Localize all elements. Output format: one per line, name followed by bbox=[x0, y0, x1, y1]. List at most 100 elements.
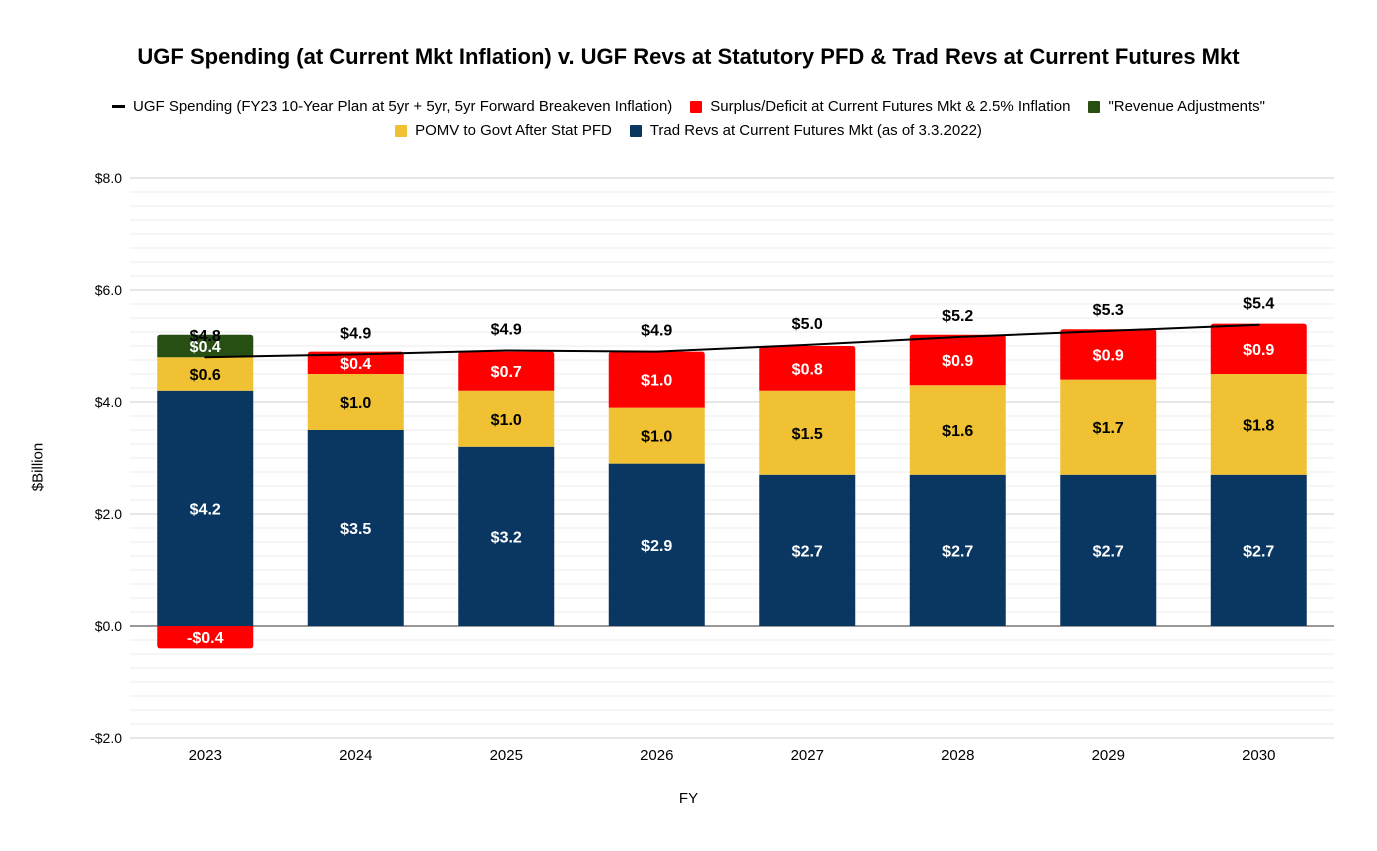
x-tick-label: 2030 bbox=[1242, 747, 1275, 764]
data-label-pomv: $0.6 bbox=[190, 367, 221, 384]
bar-surplus-deficit bbox=[759, 346, 856, 391]
y-tick-label: $8.0 bbox=[95, 170, 122, 186]
legend-row-2: POMV to Govt After Stat PFD Trad Revs at… bbox=[0, 122, 1377, 139]
legend-swatch-line bbox=[111, 105, 125, 108]
bar-pomv bbox=[307, 374, 404, 430]
ugf-spending-point bbox=[956, 336, 959, 339]
data-label-pomv: $1.6 bbox=[942, 423, 973, 440]
legend-swatch-yellow bbox=[395, 124, 408, 137]
ugf-spending-point bbox=[1107, 329, 1110, 332]
data-label-trad-revs: $2.7 bbox=[792, 543, 823, 560]
legend-label: Surplus/Deficit at Current Futures Mkt &… bbox=[710, 98, 1071, 115]
data-label-trad-revs: $3.2 bbox=[491, 529, 522, 546]
data-label-surplus-deficit: $0.9 bbox=[942, 353, 973, 370]
legend-item-pomv: POMV to Govt After Stat PFD bbox=[395, 122, 612, 139]
bar-pomv bbox=[608, 407, 705, 464]
data-label-trad-revs: $2.9 bbox=[641, 538, 672, 555]
data-label-ugf-spending: $4.9 bbox=[340, 325, 371, 342]
y-tick-label: $4.0 bbox=[95, 394, 122, 410]
x-tick-label: 2026 bbox=[640, 747, 673, 764]
legend-item-ugf-spending: UGF Spending (FY23 10-Year Plan at 5yr +… bbox=[111, 98, 673, 115]
y-tick-label: $0.0 bbox=[95, 618, 122, 634]
bar-surplus-deficit bbox=[608, 351, 705, 408]
bar-trad-revs bbox=[1210, 474, 1307, 626]
data-label-surplus-deficit: $1.0 bbox=[641, 373, 672, 390]
y-tick-label: -$2.0 bbox=[90, 730, 122, 746]
x-tick-label: 2025 bbox=[490, 747, 523, 764]
bar-pomv bbox=[1060, 379, 1157, 475]
data-label-trad-revs: $4.2 bbox=[190, 501, 221, 518]
legend-item-trad-revs: Trad Revs at Current Futures Mkt (as of … bbox=[629, 122, 982, 139]
legend-item-revenue-adjustments: "Revenue Adjustments" bbox=[1088, 98, 1265, 115]
bar-trad-revs bbox=[458, 446, 555, 626]
data-label-surplus-deficit: $0.8 bbox=[792, 361, 823, 378]
ugf-spending-line bbox=[205, 323, 1259, 359]
ugf-spending-point bbox=[655, 350, 658, 353]
legend-label: "Revenue Adjustments" bbox=[1108, 98, 1266, 115]
data-label-pomv: $1.0 bbox=[340, 395, 371, 412]
bar-pomv bbox=[909, 385, 1006, 475]
data-label-revenue-adjustments: $0.4 bbox=[190, 339, 221, 356]
bar-surplus-deficit bbox=[909, 334, 1006, 386]
legend-swatch-navy bbox=[629, 124, 642, 137]
data-label-surplus-deficit: $0.9 bbox=[1243, 342, 1274, 359]
y-tick-label: $6.0 bbox=[95, 282, 122, 298]
bar-surplus-deficit bbox=[1060, 329, 1157, 380]
bar-trad-revs bbox=[759, 474, 856, 626]
bar-trad-revs bbox=[909, 474, 1006, 626]
y-tick-label: $2.0 bbox=[95, 506, 122, 522]
legend-item-surplus-deficit: Surplus/Deficit at Current Futures Mkt &… bbox=[690, 98, 1070, 115]
data-label-pomv: $1.0 bbox=[491, 412, 522, 429]
bar-surplus-deficit bbox=[157, 626, 254, 649]
bar-surplus-deficit bbox=[1210, 323, 1307, 374]
data-label-ugf-spending: $4.9 bbox=[491, 321, 522, 338]
bar-surplus-deficit bbox=[458, 351, 555, 391]
data-label-surplus-deficit: $0.9 bbox=[1093, 347, 1124, 364]
ugf-spending-point bbox=[806, 343, 809, 346]
bar-pomv bbox=[1210, 374, 1307, 475]
ugf-spending-point bbox=[505, 349, 508, 352]
data-label-ugf-spending: $4.9 bbox=[641, 323, 672, 340]
bar-pomv bbox=[458, 390, 555, 447]
x-axis-label: FY bbox=[678, 790, 699, 807]
bar-trad-revs bbox=[307, 430, 404, 626]
x-tick-label: 2023 bbox=[189, 747, 222, 764]
x-tick-label: 2027 bbox=[791, 747, 824, 764]
legend-label: UGF Spending (FY23 10-Year Plan at 5yr +… bbox=[132, 98, 673, 115]
bar-trad-revs bbox=[1060, 474, 1157, 626]
data-label-surplus-deficit: $0.7 bbox=[491, 364, 522, 381]
ugf-spending-point bbox=[354, 353, 357, 356]
bar-pomv bbox=[759, 390, 856, 475]
data-label-trad-revs: $3.5 bbox=[340, 521, 371, 538]
data-label-surplus-deficit: $0.4 bbox=[340, 356, 371, 373]
data-label-trad-revs: $2.7 bbox=[942, 543, 973, 560]
x-tick-label: 2028 bbox=[941, 747, 974, 764]
data-label-trad-revs: $2.7 bbox=[1093, 543, 1124, 560]
data-label-ugf-spending: $5.2 bbox=[942, 308, 973, 325]
bar-pomv bbox=[157, 357, 254, 391]
legend-row-1: UGF Spending (FY23 10-Year Plan at 5yr +… bbox=[0, 98, 1377, 115]
x-tick-label: 2029 bbox=[1092, 747, 1125, 764]
data-label-ugf-spending: $4.8 bbox=[190, 328, 221, 345]
data-label-pomv: $1.5 bbox=[792, 426, 823, 443]
data-label-ugf-spending: $5.4 bbox=[1243, 296, 1274, 313]
ugf-spending-point bbox=[204, 356, 207, 359]
ugf-spending-point bbox=[1257, 323, 1260, 326]
bar-surplus-deficit bbox=[307, 351, 404, 374]
data-label-pomv: $1.0 bbox=[641, 429, 672, 446]
data-label-trad-revs: $2.7 bbox=[1243, 543, 1274, 560]
data-label-surplus-deficit: -$0.4 bbox=[187, 630, 224, 647]
bar-trad-revs bbox=[608, 463, 705, 626]
x-tick-label: 2024 bbox=[339, 747, 372, 764]
bar-revenue-adjustments bbox=[157, 334, 254, 358]
data-label-pomv: $1.7 bbox=[1093, 420, 1124, 437]
legend-label: Trad Revs at Current Futures Mkt (as of … bbox=[649, 122, 982, 139]
chart-title: UGF Spending (at Current Mkt Inflation) … bbox=[137, 44, 1240, 69]
legend-label: POMV to Govt After Stat PFD bbox=[415, 122, 612, 139]
bar-trad-revs bbox=[157, 390, 254, 626]
legend-swatch-green bbox=[1088, 100, 1101, 113]
data-label-pomv: $1.8 bbox=[1243, 417, 1274, 434]
data-label-ugf-spending: $5.0 bbox=[792, 316, 823, 333]
data-label-ugf-spending: $5.3 bbox=[1093, 302, 1124, 319]
